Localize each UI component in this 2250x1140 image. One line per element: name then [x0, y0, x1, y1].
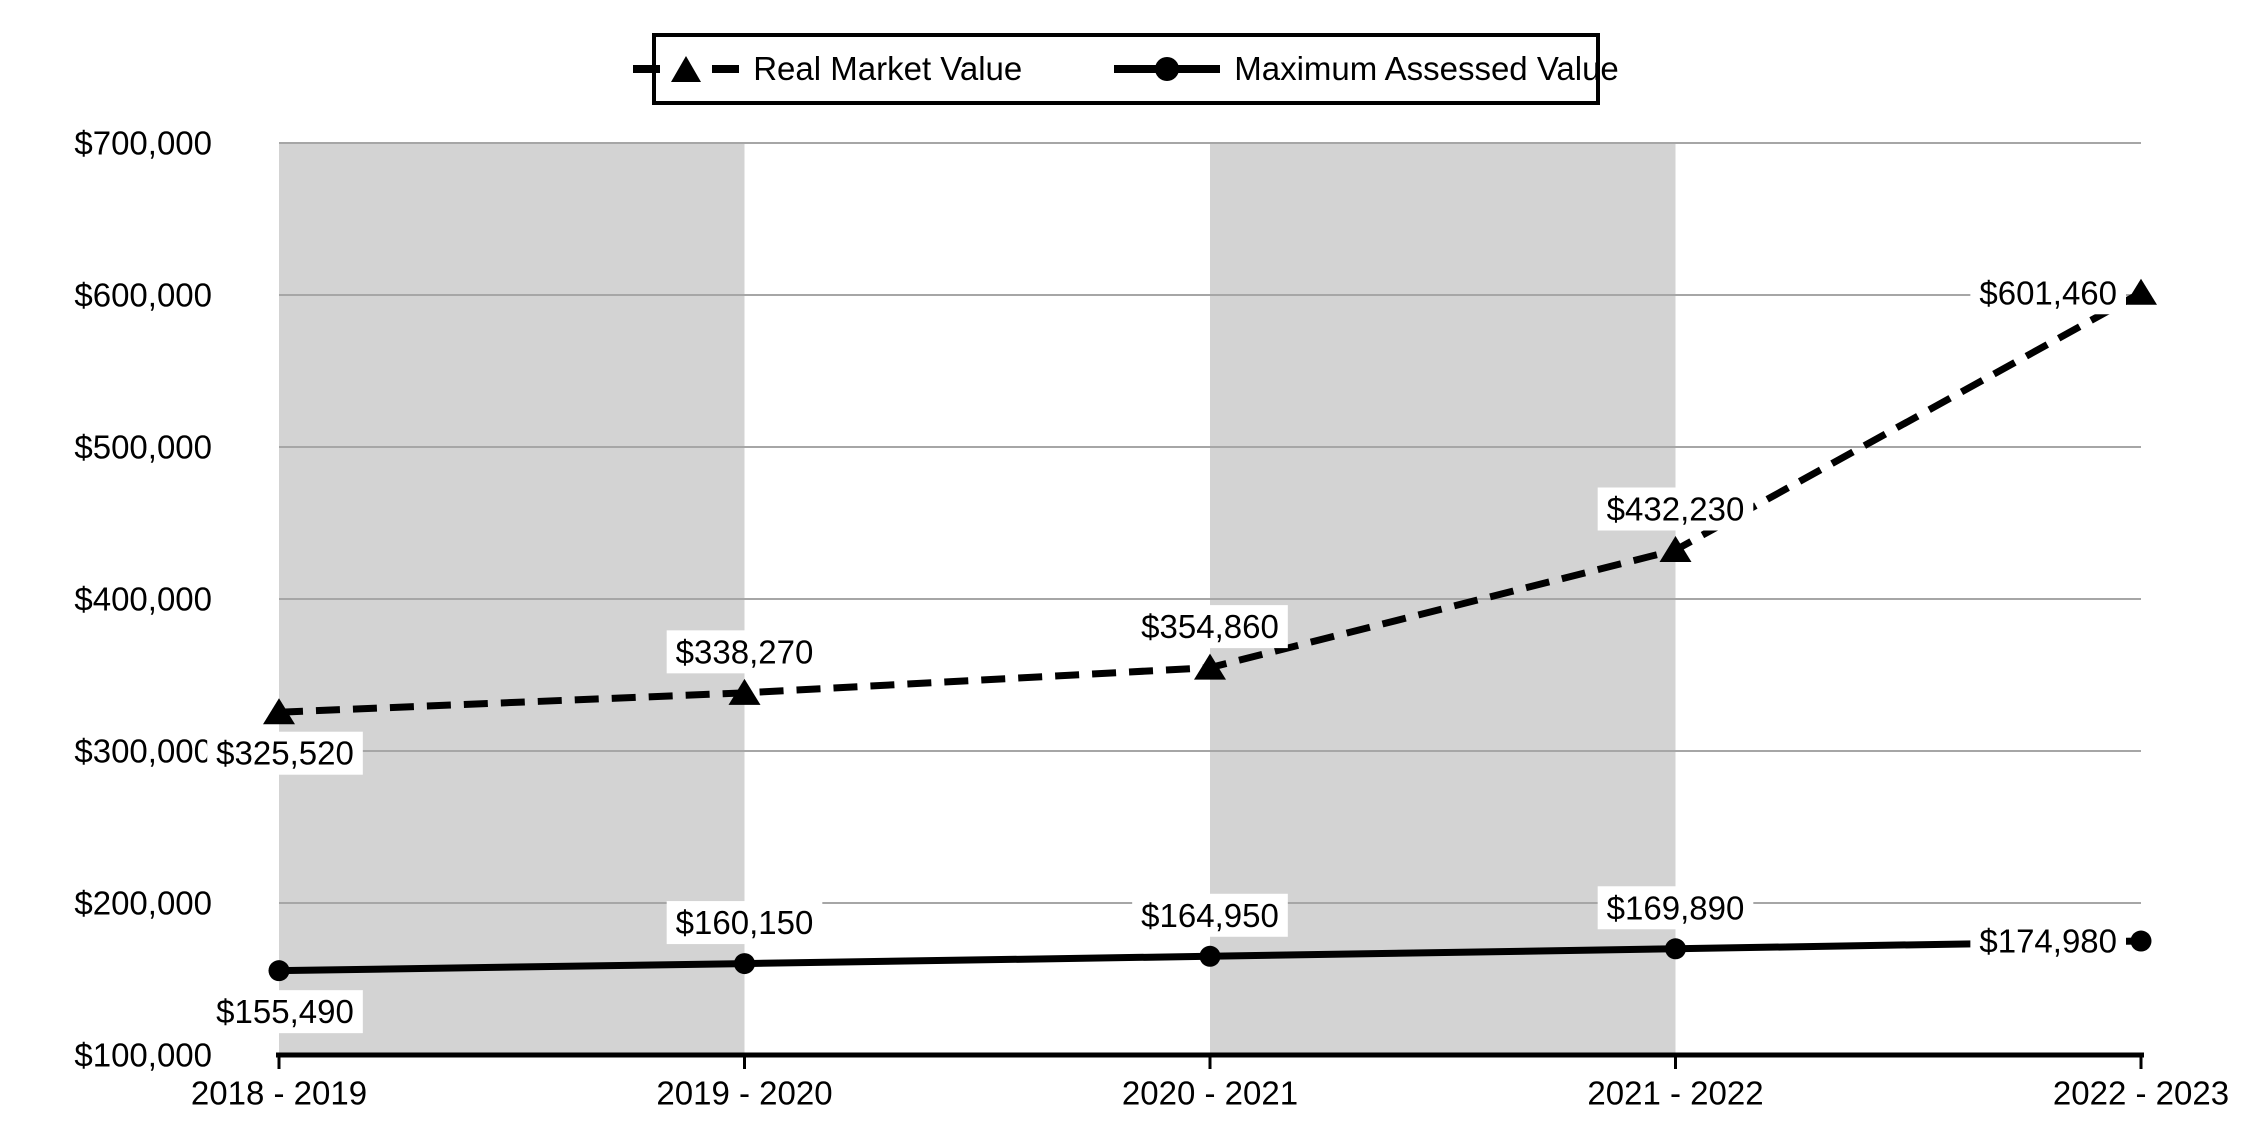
- solid-line-circle-marker-icon: [1114, 57, 1221, 81]
- data-label-background: [666, 630, 823, 674]
- x-axis-tick-label: 2021 - 2022: [1587, 1075, 1763, 1112]
- data-label-background: [1597, 886, 1754, 930]
- data-label-background: [207, 731, 363, 775]
- y-axis-tick-label: $600,000: [74, 277, 212, 314]
- data-label-mav-4: $174,980: [1979, 923, 2117, 960]
- marker-triangle-0: [263, 698, 295, 725]
- data-label-background: [1970, 919, 2126, 963]
- data-label-mav-1: $160,150: [676, 904, 814, 941]
- marker-circle-4: [2130, 930, 2152, 952]
- data-label-rmv-3: $432,230: [1607, 491, 1745, 528]
- chart-legend: Real Market Value Maximum Assessed Value: [633, 33, 1619, 105]
- x-axis-tick-label: 2019 - 2020: [656, 1075, 832, 1112]
- data-label-background: [207, 990, 363, 1034]
- x-axis-tick-label: 2020 - 2021: [1122, 1075, 1298, 1112]
- legend-label-maximum-assessed-value: Maximum Assessed Value: [1234, 50, 1619, 87]
- y-axis-tick-label: $500,000: [74, 429, 212, 466]
- data-label-rmv-4: $601,460: [1979, 274, 2117, 311]
- y-axis-tick-label: $700,000: [74, 125, 212, 162]
- x-axis-tick-label: 2018 - 2019: [191, 1075, 367, 1112]
- marker-circle-3: [1665, 938, 1686, 960]
- x-axis-tick-label: 2022 - 2023: [2053, 1075, 2229, 1112]
- marker-circle-0: [268, 960, 290, 982]
- data-label-background: [1597, 487, 1754, 531]
- marker-triangle-1: [728, 678, 761, 705]
- marker-circle-2: [1199, 945, 1221, 967]
- data-label-rmv-1: $338,270: [676, 633, 814, 670]
- y-axis-tick-label: $100,000: [74, 1037, 212, 1074]
- data-label-rmv-0: $325,520: [216, 735, 354, 772]
- legend-item-real-market-value: Real Market Value: [633, 50, 1022, 88]
- data-label-background: [1132, 605, 1288, 649]
- data-label-background: [666, 901, 823, 945]
- y-axis-tick-label: $400,000: [74, 581, 212, 618]
- data-label-rmv-2: $354,860: [1141, 608, 1279, 645]
- data-label-background: [1970, 271, 2126, 315]
- marker-triangle-3: [1659, 536, 1692, 563]
- dashed-line-triangle-marker-icon: [633, 56, 740, 82]
- marker-circle-1: [734, 953, 755, 975]
- legend-item-maximum-assessed-value: Maximum Assessed Value: [1114, 50, 1619, 88]
- data-label-mav-3: $169,890: [1607, 889, 1745, 926]
- data-label-mav-2: $164,950: [1141, 897, 1279, 934]
- marker-triangle-2: [1194, 653, 1226, 680]
- y-axis-tick-label: $300,000: [74, 733, 212, 770]
- legend-label-real-market-value: Real Market Value: [753, 50, 1023, 87]
- data-label-mav-0: $155,490: [216, 993, 354, 1030]
- y-axis-tick-label: $200,000: [74, 885, 212, 922]
- marker-triangle-4: [2125, 278, 2157, 305]
- data-label-background: [1132, 893, 1288, 937]
